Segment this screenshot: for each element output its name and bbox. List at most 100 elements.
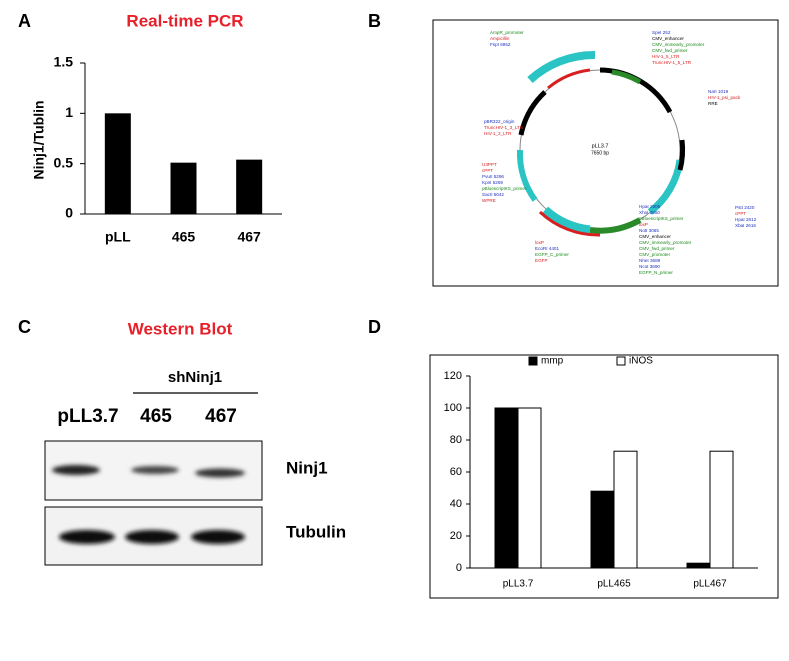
plasmid-label: XhoI 2950 [639, 210, 660, 215]
band [131, 466, 179, 474]
lane-label: 465 [140, 406, 172, 427]
x-tick-label: pLL465 [597, 579, 631, 590]
x-tick-label: pLL467 [693, 579, 727, 590]
panel-label: A [18, 11, 31, 31]
bar [613, 450, 638, 569]
y-tick-label: 120 [444, 370, 462, 382]
lane-label: 467 [205, 406, 237, 427]
legend-swatch [528, 356, 538, 366]
plasmid-label: U3PPT [482, 162, 497, 167]
plasmid-box [432, 19, 779, 287]
bar [686, 562, 711, 569]
plasmid-label: FspI 6952 [490, 42, 511, 47]
plasmid-label: HpaI 2905 [639, 204, 661, 209]
bar [709, 450, 734, 569]
plasmid-label: RRE [708, 101, 718, 106]
plasmid-label: PstI 2420 [735, 205, 755, 210]
legend-label: mmp [541, 356, 564, 367]
feature-arc [677, 139, 686, 171]
y-tick-label: 1 [65, 104, 73, 120]
plasmid-label: pBluescriptKS_primer [639, 216, 684, 221]
band [52, 465, 100, 475]
y-tick-label: 100 [444, 402, 462, 414]
y-axis-label: Ninj1/Tublin [31, 100, 47, 179]
plasmid-label: PvuII 5296 [482, 174, 504, 179]
bands [52, 465, 245, 544]
plasmid-label: loxP [535, 240, 544, 245]
chart-a: 0 0.5 1 1.5 pLL 465 467 [54, 54, 282, 245]
plasmid-label: NotI 3065 [639, 228, 659, 233]
panel-label: C [18, 317, 31, 337]
feature-arc [547, 68, 591, 90]
plasmid-label: CMV_immearly_promoter [652, 42, 705, 47]
plasmid-label: pBluescriptKS_primer [482, 186, 527, 191]
bar [590, 490, 615, 569]
bar [104, 113, 131, 214]
plasmid-label: KpnI 5269 [482, 180, 503, 185]
plasmid-label: EGFP_C_primer [535, 252, 569, 257]
feature-arc [516, 149, 538, 202]
legend-label: iNOS [629, 356, 653, 367]
plasmid-label: TruncHIV-1_5_LTR [652, 60, 692, 65]
plasmid-label: NarI 1019 [708, 89, 729, 94]
plasmid-label: NcoI 3690 [639, 264, 660, 269]
feature-arc [541, 206, 591, 235]
plasmid-label: NheI 3689 [639, 258, 661, 263]
plasmid-label: XbaI 2616 [735, 223, 756, 228]
plasmid-size: 7650 bp [591, 150, 609, 156]
row-label: Ninj1 [286, 458, 328, 477]
band [191, 530, 245, 544]
legend-swatch [616, 356, 626, 366]
y-tick-label: 0.5 [54, 154, 74, 170]
band [125, 530, 179, 544]
plasmid-label: CMV_enhancer [652, 36, 684, 41]
plasmid-label: AmpR_promoter [490, 30, 524, 35]
y-tick-label: 20 [450, 530, 462, 542]
plasmid-label: EGFP [535, 258, 548, 263]
plasmid-label: loxP [639, 222, 648, 227]
plasmid-label: HIV-1_5_LTR [652, 54, 680, 59]
blot-title: Western Blot [128, 319, 233, 338]
y-tick-label: 1.5 [54, 54, 74, 70]
chart-title: Real-time PCR [126, 11, 243, 30]
lane-label: pLL3.7 [57, 406, 118, 427]
plasmid-label: SpeI 252 [652, 30, 671, 35]
plasmid-label: EcoRI 4401 [535, 246, 559, 251]
plasmid-label: CMV_fwd_primer [652, 48, 688, 53]
panel-label: D [368, 317, 381, 337]
plasmid-label: cPPT [482, 168, 493, 173]
plasmid-label: CMV_promoter [639, 252, 671, 257]
feature-arc [589, 217, 642, 234]
bar [494, 407, 519, 569]
plasmid-label: EGFP_N_primer [639, 270, 673, 275]
plasmid-label: Ampicillin [490, 36, 510, 41]
bar [236, 159, 263, 214]
plasmid-label: HIV-1_psi_pack [708, 95, 741, 100]
group-label: shNinj1 [168, 369, 222, 386]
band [59, 530, 115, 544]
plasmid-label: CMV_enhancer [639, 234, 671, 239]
plasmid-label: cPPT [735, 211, 746, 216]
x-tick-label: 467 [237, 229, 261, 245]
y-tick-label: 0 [456, 562, 462, 574]
row-label: Tubulin [286, 522, 346, 541]
y-tick-label: 40 [450, 498, 462, 510]
y-tick-label: 0 [65, 205, 73, 221]
chart-d: 0 20 40 60 80 100 120 pLL3.7 pLL465 pLL467 mmp iNOS [444, 356, 758, 590]
bar [170, 162, 197, 214]
y-tick-label: 80 [450, 434, 462, 446]
y-tick-label: 60 [450, 466, 462, 478]
panel-label: B [368, 11, 381, 31]
bar [517, 407, 542, 569]
plasmid-name: pLL3.7 [592, 143, 609, 149]
x-tick-label: pLL3.7 [503, 579, 534, 590]
feature-arc [538, 210, 601, 237]
plasmid-label: pBR322_origin [484, 119, 515, 124]
plasmid-label: HpaI 2612 [735, 217, 757, 222]
x-tick-label: pLL [105, 229, 131, 245]
feature-arc [518, 90, 547, 136]
plasmid-label: CMV_immearly_promoter [639, 240, 692, 245]
band [195, 468, 245, 478]
